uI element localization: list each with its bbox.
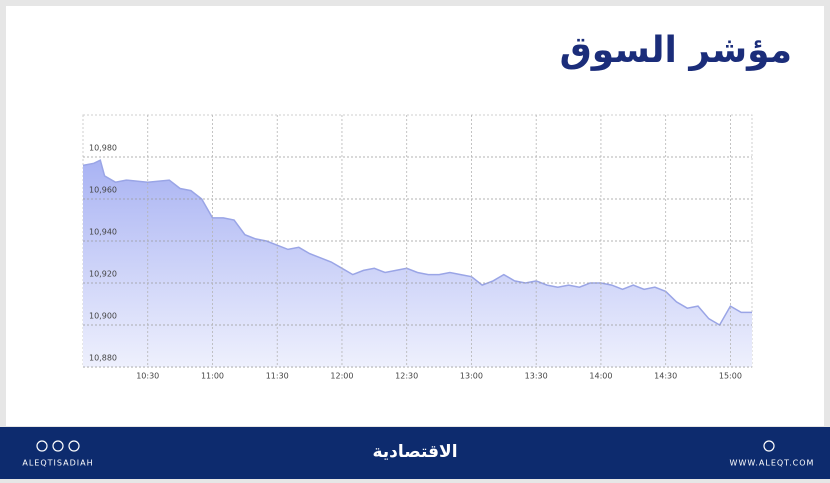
- x-tick-label: 13:00: [460, 372, 483, 381]
- footer-url: WWW.ALEQT.COM: [730, 459, 815, 468]
- area: [83, 160, 752, 367]
- x-tick-label: 14:30: [654, 372, 677, 381]
- y-tick-label: 10,960: [89, 186, 117, 195]
- x-tick-label: 11:00: [201, 372, 224, 381]
- x-tick-label: 12:00: [330, 372, 353, 381]
- y-tick-label: 10,880: [89, 354, 117, 363]
- footer-bar: [0, 427, 830, 479]
- x-tick-label: 15:00: [719, 372, 742, 381]
- y-tick-label: 10,980: [89, 144, 117, 153]
- web-icon: [763, 440, 775, 452]
- x-tick-label: 12:30: [395, 372, 418, 381]
- footer-handle: ALEQTISADIAH: [22, 459, 93, 468]
- footer-logo: الاقتصادية: [372, 442, 457, 462]
- social-icons: [36, 440, 80, 452]
- x-tick-label: 13:30: [525, 372, 548, 381]
- y-tick-label: 10,920: [89, 270, 117, 279]
- y-tick-label: 10,940: [89, 228, 117, 237]
- x-tick-label: 14:00: [589, 372, 612, 381]
- page-title: مؤشر السوق: [560, 30, 792, 71]
- x-tick-label: 11:30: [266, 372, 289, 381]
- x-tick-label: 10:30: [136, 372, 159, 381]
- y-tick-label: 10,900: [89, 312, 117, 321]
- line: [82, 159, 752, 327]
